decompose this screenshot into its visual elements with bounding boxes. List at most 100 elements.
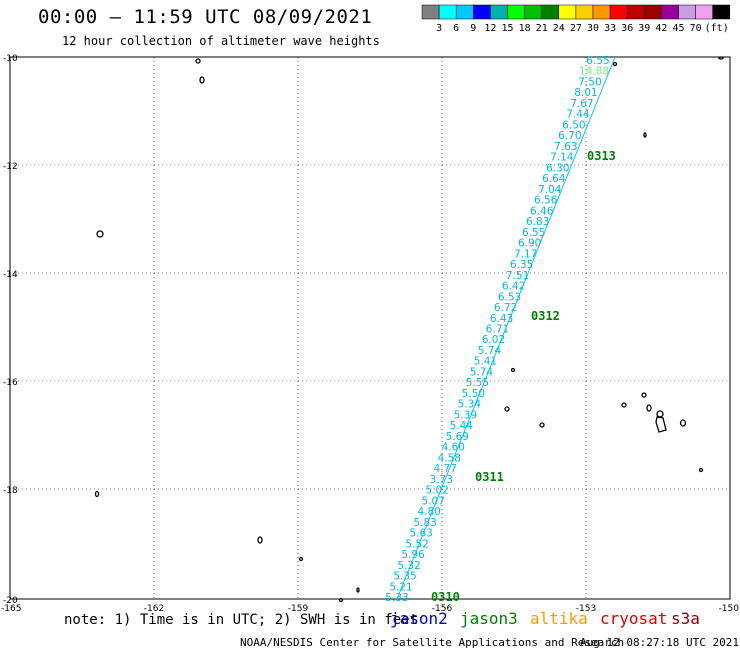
legend-swatch [678,4,696,20]
legend-labels: 3 6 9 12 15 18 21 24 27 30 33 36 39 42 45 70 (ft) [436,23,729,34]
wave-height-value: 6.83 [526,216,549,228]
legend-swatch [490,4,508,20]
legend-label: 15 [501,23,513,34]
wave-height-value: 5.33 [385,592,408,604]
legend-swatch [558,4,577,20]
mission-cryosat: cryosat [600,609,668,628]
legend-swatch [609,4,628,20]
legend-label: 27 [570,23,582,34]
track-time-label: 0312 [531,309,560,323]
island [195,58,201,64]
island [504,406,510,412]
wave-height-value: 5.39 [454,409,477,421]
wave-height-value: 7.50 [578,76,601,88]
wave-height-value: 14.88 [579,66,609,78]
mission-altika: altika [530,609,588,628]
island [698,467,704,473]
island [718,56,724,60]
wave-height-value: 5.41 [474,356,497,368]
wave-height-value: 5.32 [397,560,420,572]
wave-height-value: 5.44 [450,420,474,432]
legend-color-bar [421,4,731,20]
legend-swatch [575,4,594,20]
lon-tick-label: -150 [719,604,740,614]
lat-tick-label: -16 [3,378,18,388]
wave-height-value: 7.63 [554,141,577,153]
wave-height-value: 5.63 [409,528,432,540]
lat-lon-grid [10,57,730,599]
legend-unit: (ft) [705,23,729,34]
legend-swatch [507,4,525,20]
wave-height-value: 5.69 [446,431,469,443]
wave-height-value: 5.34 [458,399,482,411]
wave-height-value: 5.21 [389,581,412,593]
track-time-label: 0311 [475,470,504,484]
wave-height-value: 5.55 [466,377,489,389]
wave-height-labels: 6.5514.887.508.017.677.446.506.707.637.1… [385,55,609,604]
islands [94,56,724,603]
island [539,422,545,428]
wave-height-value: 7.51 [506,270,529,282]
legend-swatch [592,4,611,20]
wave-height-value: 8.01 [574,87,597,99]
credit-date: Aug 12 08:27:18 UTC 2021 [580,636,739,649]
legend-label: 45 [672,23,684,34]
island [612,61,618,67]
axis-tick-labels: -10 -12 -14 -16 -18 -20-165 -162 -159 -156 -153 -1… [1,54,739,614]
wave-height-value: 3.73 [430,474,453,486]
island [621,402,627,408]
legend-label: 33 [604,23,616,34]
island [510,367,516,373]
legend-swatch [626,4,645,20]
wave-height-value: 7.67 [570,98,593,110]
wave-height-value: 6.56 [534,195,558,207]
page-title: 00:00 – 11:59 UTC 08/09/2021 [38,6,373,28]
wave-height-value: 7.44 [566,109,590,121]
wave-height-value: 6.55 [522,227,545,239]
island [641,392,647,398]
wave-height-value: 6.50 [562,119,585,131]
altimeter-track-line [396,56,616,600]
legend-label: 24 [553,23,565,34]
island [298,556,304,562]
legend-label: 36 [621,23,633,34]
island [257,536,263,544]
legend-label: 18 [519,23,531,34]
track-time-labels: 0313 0312 0311 0310 [431,149,616,604]
wave-height-value: 6.43 [490,313,513,325]
wave-height-value: 7.17 [514,248,537,260]
lon-tick-label: -153 [576,604,596,614]
lon-tick-label: -165 [1,604,21,614]
lat-tick-label: -20 [3,596,18,606]
wave-height-value: 6.53 [498,291,521,303]
lat-tick-label: -14 [3,270,18,280]
page-subtitle: 12 hour collection of altimeter wave hei… [62,34,380,48]
wave-height-value: 7.04 [538,184,562,196]
lon-tick-label: -159 [288,604,309,614]
wave-height-value: 6.71 [486,324,509,336]
legend-label: 70 [690,23,702,34]
wave-height-value: 4.60 [442,442,465,454]
legend-label: 12 [484,23,496,34]
lon-tick-label: -162 [144,604,164,614]
wave-height-value: 5.83 [413,517,436,529]
island [199,76,205,84]
island [96,230,104,238]
mission-jason2: jason2 [390,609,448,628]
wave-height-value: 5.50 [462,388,485,400]
wave-height-value: 7.14 [550,152,574,164]
legend-swatch [473,4,491,20]
lat-tick-label: -18 [3,486,18,496]
lat-tick-label: -12 [3,162,18,172]
wave-height-value: 5.07 [421,495,444,507]
island [338,597,344,603]
island [679,419,687,427]
footer-note: note: 1) Time is in UTC; 2) SWH is in fe… [64,612,419,628]
island [356,587,360,593]
island [646,404,652,412]
legend-swatch [524,4,542,20]
wave-height-value: 6.90 [518,238,541,250]
island [643,132,647,138]
island [656,410,664,418]
